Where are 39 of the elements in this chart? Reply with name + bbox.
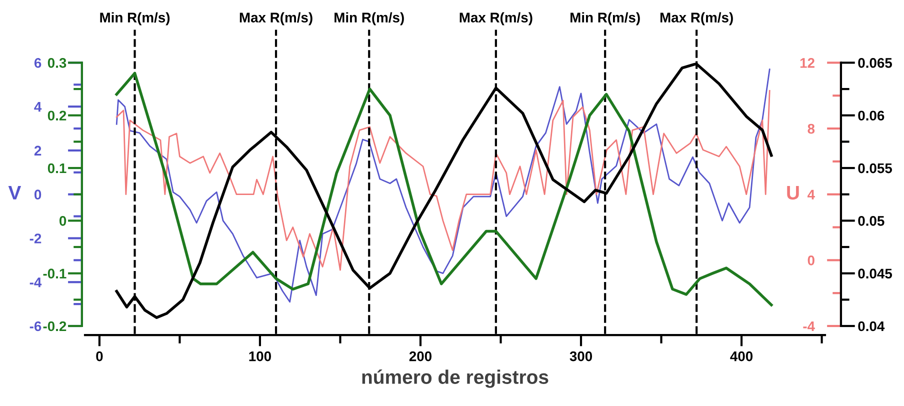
- y2-tick-label: 0.055: [858, 163, 892, 174]
- y2-tick-label: 0.04: [858, 321, 885, 332]
- y2-tick-label: 8: [808, 124, 815, 134]
- y-tick-label: 2: [34, 146, 42, 156]
- y2-tick-label: 12: [800, 58, 814, 68]
- y-tick-label: 0.3: [48, 58, 66, 68]
- y-tick-label: 0.1: [48, 163, 66, 174]
- y-tick-label: -2: [30, 234, 42, 244]
- ref-line-label: Min R(m/s): [334, 12, 404, 26]
- y-tick-label: 4: [34, 102, 42, 112]
- x-tick-label: 0: [96, 351, 103, 362]
- y-tick-label: -0.2: [43, 321, 66, 332]
- ref-line-label: Max R(m/s): [240, 12, 312, 26]
- y2-tick-label: -4: [803, 321, 815, 332]
- y2-tick-label: 4: [807, 190, 815, 200]
- x-tick-label: 200: [409, 351, 432, 362]
- ref-line-label: Max R(m/s): [460, 12, 532, 26]
- y-tick-label: 6: [34, 58, 42, 68]
- y-tick-label: -6: [30, 321, 42, 332]
- ref-line-label: Min R(m/s): [570, 12, 640, 26]
- x-tick-label: 100: [249, 351, 271, 362]
- y-tick-label: 0: [34, 190, 42, 200]
- y-tick-label: 0.2: [48, 110, 66, 121]
- y2-tick-label: 0.045: [858, 268, 892, 279]
- y2-tick-label: 0: [808, 256, 814, 266]
- ref-line-label: Max R(m/s): [660, 12, 733, 26]
- y-tick-label: 0: [59, 216, 66, 226]
- y-tick-label: -4: [30, 278, 42, 288]
- y-axis-title: V: [8, 186, 22, 200]
- y2-tick-label: 0.065: [858, 58, 892, 68]
- y2-tick-label: 0.06: [858, 110, 884, 121]
- x-tick-label: 300: [570, 351, 592, 362]
- x-axis-title: número de registros: [362, 370, 548, 388]
- y2-axis-title: U: [787, 186, 799, 200]
- line-series: [116, 90, 770, 271]
- y2-tick-label: 0.05: [858, 216, 884, 226]
- ref-line-label: Min R(m/s): [100, 12, 170, 26]
- y-tick-label: -0.1: [43, 268, 66, 279]
- x-tick-label: 400: [730, 351, 753, 362]
